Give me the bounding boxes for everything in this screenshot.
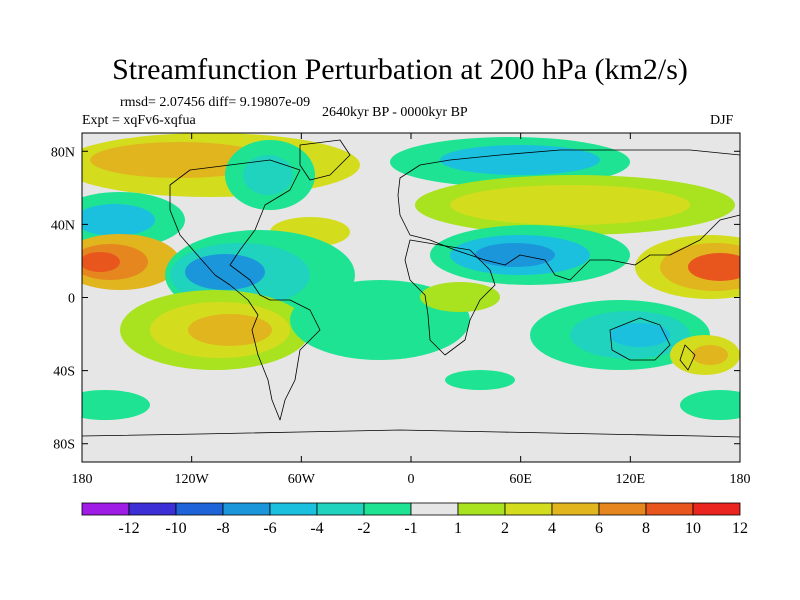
y-tick-label: 80N — [51, 145, 75, 160]
east-africa-high-fill — [420, 282, 500, 312]
colorbar-swatch — [81, 502, 130, 516]
south-america-ridge-core — [188, 314, 272, 346]
y-tick-label: 40S — [53, 365, 75, 380]
x-tick-label: 60E — [509, 472, 532, 487]
colorbar-label: -2 — [357, 520, 370, 537]
colorbar-swatch — [457, 502, 506, 516]
experiment-label: Expt = xqFv6-xqfua — [82, 113, 196, 128]
caribbean-low-core — [185, 254, 265, 290]
season-label: DJF — [710, 113, 734, 128]
colorbar-swatch — [316, 502, 365, 516]
colorbar-label: -10 — [165, 520, 186, 537]
colorbar-swatch — [598, 502, 647, 516]
y-tick-label: 40N — [51, 218, 75, 233]
x-tick-label: 0 — [408, 472, 415, 487]
colorbar-swatch — [410, 502, 459, 516]
eurasia-ridge-mid — [450, 185, 690, 225]
colorbar-swatch — [363, 502, 412, 516]
north-pacific-ridge-core — [82, 252, 120, 272]
colorbar-label: -1 — [404, 520, 417, 537]
map-title: Streamfunction Perturbation at 200 hPa (… — [112, 53, 688, 86]
y-tick-label: 0 — [68, 292, 75, 307]
colorbar-swatch — [175, 502, 224, 516]
colorbar-swatch — [269, 502, 318, 516]
contour-fill-layer — [82, 133, 740, 420]
southern-indian-low-fill — [680, 390, 740, 420]
period-label: 2640kyr BP - 0000kyr BP — [322, 105, 468, 120]
colorbar-label: -8 — [216, 520, 229, 537]
colorbar-swatch — [128, 502, 177, 516]
colorbar-label: 2 — [501, 520, 509, 537]
x-tick-label: 60W — [288, 472, 316, 487]
colorbar-label: 12 — [732, 520, 748, 537]
greenland-low-core — [243, 155, 293, 195]
stats-label: rmsd= 2.07456 diff= 9.19807e-09 — [120, 95, 311, 110]
x-tick-label: 180 — [730, 472, 751, 487]
colorbar-swatch — [551, 502, 600, 516]
colorbar-label: -12 — [118, 520, 139, 537]
coastlines — [81, 139, 741, 438]
north-pacific-low-core — [82, 204, 155, 236]
colorbar-label: -4 — [310, 520, 323, 537]
colorbar-label: 6 — [595, 520, 603, 537]
colorbar-swatch — [222, 502, 271, 516]
colorbar-swatch — [645, 502, 694, 516]
south-atlantic-eddy — [445, 370, 515, 390]
southern-ocean-high-core — [692, 345, 728, 365]
indian-ocean-low-core — [610, 323, 670, 347]
colorbar-label: -6 — [263, 520, 276, 537]
axis-layer: 180 120W 60W 0 60E 120E 180 80N 40N 0 40S 80S — [51, 133, 751, 487]
colorbar-swatch — [692, 502, 741, 516]
colorbar: -12 -10 -8 -6 -4 -2 -1 1 2 4 6 8 10 12 — [81, 502, 748, 537]
y-tick-label: 80S — [53, 438, 75, 453]
colorbar-label: 10 — [685, 520, 701, 537]
x-tick-label: 120W — [175, 472, 210, 487]
east-pacific-ridge-core — [688, 253, 740, 281]
colorbar-label: 8 — [642, 520, 650, 537]
colorbar-label: 1 — [454, 520, 462, 537]
x-tick-label: 180 — [72, 472, 93, 487]
eurasia-arctic-low-core — [440, 145, 600, 175]
colorbar-swatch — [504, 502, 553, 516]
arabia-india-low-core — [475, 243, 555, 267]
north-america-high-core — [90, 142, 270, 178]
southern-pacific-low-fill — [82, 390, 150, 420]
x-tick-label: 120E — [616, 472, 646, 487]
colorbar-label: 4 — [548, 520, 556, 537]
